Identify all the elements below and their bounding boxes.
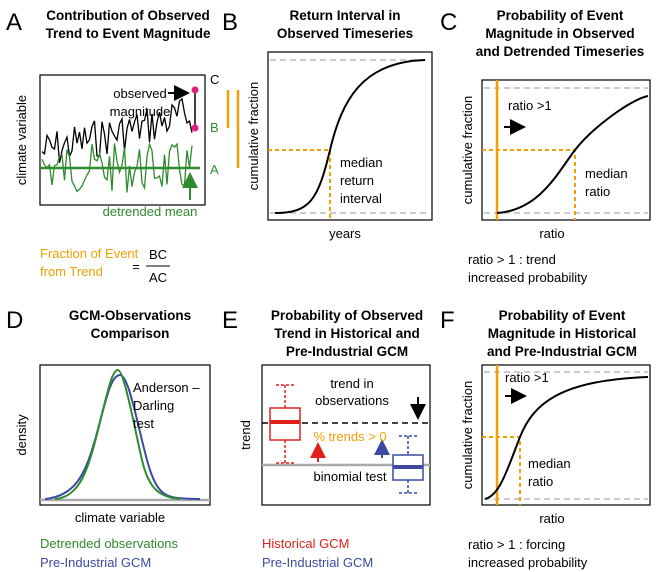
plot-box bbox=[39, 74, 206, 206]
plot-box bbox=[261, 364, 431, 506]
arrow-label: ratio >1 bbox=[505, 370, 549, 385]
panel-c: C Probability of Event Magnitude in Obse… bbox=[440, 8, 651, 285]
panel-letter: C bbox=[440, 9, 457, 36]
level: C bbox=[210, 72, 219, 87]
point bbox=[191, 124, 199, 132]
legend: Detrended observations bbox=[40, 536, 179, 551]
title: and Pre-Industrial GCM bbox=[487, 344, 637, 359]
panel-e: E Probability of Observed Trend in Histo… bbox=[222, 307, 431, 570]
y-label: trend bbox=[238, 420, 253, 450]
title: Probability of Event bbox=[499, 308, 626, 323]
title: Pre-Industrial GCM bbox=[286, 344, 408, 359]
denominator: AC bbox=[149, 270, 167, 285]
title: Return Interval in bbox=[289, 8, 400, 23]
y-label: cumulative fraction bbox=[460, 381, 475, 489]
plot-box bbox=[481, 364, 651, 506]
title: Probability of Event bbox=[497, 8, 624, 23]
panel-f: F Probability of Event Magnitude in Hist… bbox=[440, 307, 651, 570]
panel-b: B Return Interval in Observed Timeseries… bbox=[222, 8, 433, 241]
title: Observed Timeseries bbox=[277, 26, 413, 41]
level: B bbox=[210, 120, 219, 135]
curve bbox=[484, 376, 649, 500]
label: % trends > 0 bbox=[313, 429, 386, 444]
title: Trend to Event Magnitude bbox=[45, 26, 210, 41]
boxplot bbox=[269, 384, 301, 464]
note: ratio bbox=[585, 184, 610, 199]
boxplot bbox=[392, 435, 424, 494]
panel-letter: E bbox=[222, 307, 238, 334]
label: from Trend bbox=[40, 264, 103, 279]
label: observed bbox=[113, 86, 166, 101]
title: Magnitude in Historical bbox=[488, 326, 637, 341]
title: Probability of Observed bbox=[271, 308, 423, 323]
y-label: density bbox=[14, 414, 29, 456]
label: binomial test bbox=[314, 469, 387, 484]
curve bbox=[496, 95, 649, 214]
legend: Pre-Industrial GCM bbox=[40, 555, 151, 570]
density bbox=[44, 373, 201, 500]
median-line bbox=[482, 436, 521, 505]
x-label: ratio bbox=[539, 511, 564, 526]
noise-line bbox=[41, 141, 193, 193]
caption: ratio > 1 : forcing bbox=[468, 537, 565, 552]
panel-letter: F bbox=[440, 307, 455, 334]
label: detrended mean bbox=[103, 204, 198, 219]
x-label: years bbox=[329, 226, 361, 241]
x-label: ratio bbox=[539, 226, 564, 241]
y-label: cumulative fraction bbox=[460, 96, 475, 204]
plot-box bbox=[39, 364, 211, 506]
label: = bbox=[132, 259, 140, 274]
note: median bbox=[585, 166, 628, 181]
legend: Pre-Industrial GCM bbox=[262, 555, 373, 570]
x-label: climate variable bbox=[75, 510, 165, 525]
caption: increased probability bbox=[468, 270, 588, 285]
note: interval bbox=[340, 191, 382, 206]
title: and Detrended Timeseries bbox=[476, 44, 645, 59]
note: ratio bbox=[528, 474, 553, 489]
panel-letter: B bbox=[222, 9, 238, 36]
caption: ratio > 1 : trend bbox=[468, 252, 556, 267]
timeseries bbox=[41, 97, 193, 193]
title: Trend in Historical and bbox=[274, 326, 420, 341]
label: magnitude bbox=[110, 104, 171, 119]
note: trend in bbox=[330, 376, 373, 391]
panel-letter: A bbox=[6, 9, 22, 36]
arrow-label: ratio >1 bbox=[508, 98, 552, 113]
title: Comparison bbox=[91, 326, 170, 341]
numerator: BC bbox=[149, 247, 167, 262]
y-label: climate variable bbox=[14, 95, 29, 185]
label: Fraction of Event bbox=[40, 246, 139, 261]
note: median bbox=[528, 456, 571, 471]
note: return bbox=[340, 173, 374, 188]
title: Magnitude in Observed bbox=[485, 26, 634, 41]
note: Anderson – bbox=[133, 380, 200, 395]
note: Darling bbox=[133, 398, 174, 413]
note: observations bbox=[315, 393, 389, 408]
note: median bbox=[340, 155, 383, 170]
y-label: cumulative fraction bbox=[246, 82, 261, 190]
level: A bbox=[210, 162, 219, 177]
density bbox=[54, 368, 181, 500]
curve bbox=[274, 59, 426, 214]
panel-letter: D bbox=[6, 307, 23, 334]
panel-d: D GCM-Observations Comparison density cl… bbox=[6, 307, 211, 570]
legend: Historical GCM bbox=[262, 536, 349, 551]
title: Contribution of Observed bbox=[46, 8, 210, 23]
caption: increased probability bbox=[468, 555, 588, 570]
panel-a: A Contribution of Observed Trend to Even… bbox=[6, 8, 240, 285]
plot-box bbox=[267, 51, 433, 221]
noise-line bbox=[41, 97, 193, 163]
median-line bbox=[268, 149, 331, 220]
note: test bbox=[133, 416, 154, 431]
point bbox=[191, 86, 199, 94]
title: GCM-Observations bbox=[69, 308, 191, 323]
